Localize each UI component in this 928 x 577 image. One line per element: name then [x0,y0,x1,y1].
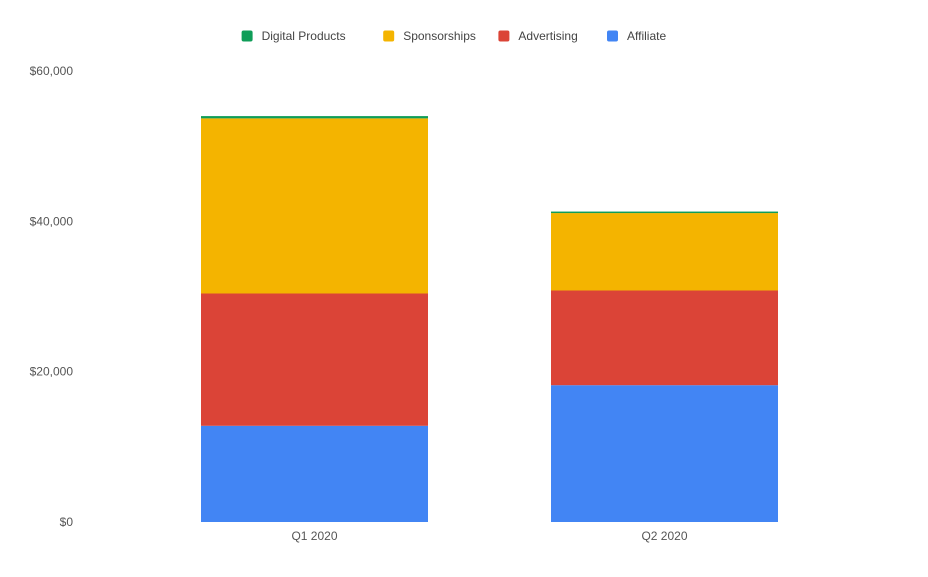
bar-segment-advertising-q2-2020[interactable] [551,290,778,386]
bar-stack-q2-2020 [551,211,778,522]
legend-item-affiliate[interactable]: Affiliate [607,29,666,43]
legend-item-sponsorships[interactable]: Sponsorships [383,29,476,43]
x-axis: Q1 2020 Q2 2020 [291,529,687,543]
legend-label-sponsorships: Sponsorships [403,29,476,43]
legend-swatch-affiliate [607,30,618,42]
bar-segment-sponsorships-q1-2020[interactable] [201,118,428,294]
chart-legend: Digital Products Sponsorships Advertising A… [241,29,666,43]
bar-segment-sponsorships-q2-2020[interactable] [551,213,778,291]
bar-segment-advertising-q1-2020[interactable] [201,293,428,426]
bar-stack-q1-2020 [201,116,428,522]
y-axis: $0 $20,000 $40,000 $60,000 [30,64,74,529]
bars-group [201,116,778,522]
bar-segment-affiliate-q1-2020[interactable] [201,425,428,522]
y-tick-label: $40,000 [30,214,74,228]
legend-swatch-digital-products [241,30,253,42]
bar-segment-digital-products-q2-2020[interactable] [551,211,778,214]
legend-swatch-advertising [498,30,510,42]
x-tick-label: Q1 2020 [291,529,337,543]
y-tick-label: $0 [60,515,74,529]
y-tick-label: $60,000 [30,64,74,78]
y-tick-label: $20,000 [30,365,74,379]
legend-label-digital-products: Digital Products [262,29,346,43]
bar-segment-affiliate-q2-2020[interactable] [551,385,778,522]
bar-segment-digital-products-q1-2020[interactable] [201,116,428,119]
legend-label-affiliate: Affiliate [627,29,666,43]
legend-swatch-sponsorships [383,30,395,42]
legend-label-advertising: Advertising [518,29,577,43]
legend-item-advertising[interactable]: Advertising [498,29,578,43]
x-tick-label: Q2 2020 [641,529,687,543]
legend-item-digital-products[interactable]: Digital Products [241,29,346,43]
